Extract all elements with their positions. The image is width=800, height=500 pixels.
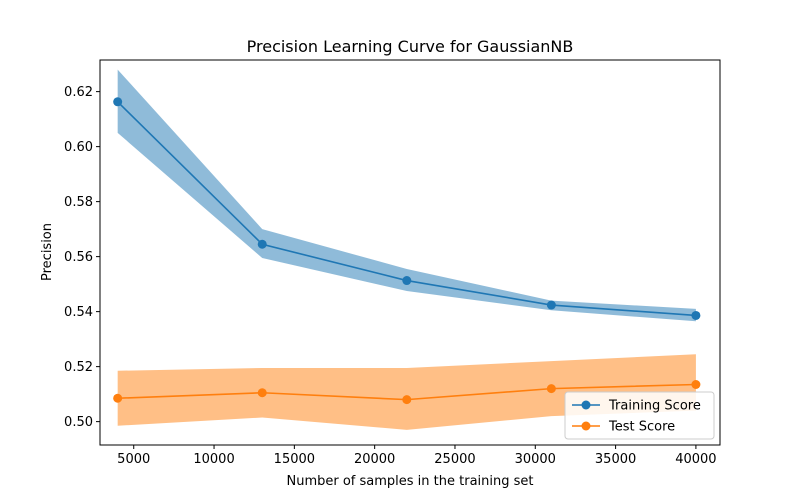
x-tick-label: 35000 — [595, 452, 636, 467]
x-tick-label: 15000 — [274, 452, 315, 467]
y-tick-label: 0.56 — [64, 250, 93, 265]
y-tick-label: 0.58 — [64, 195, 93, 210]
confidence-band-test — [117, 354, 696, 430]
x-tick-label: 10000 — [193, 452, 234, 467]
plot-frame — [99, 59, 721, 446]
confidence-band-training — [117, 69, 696, 322]
y-axis-label: Precision — [40, 223, 55, 281]
data-point-test — [113, 393, 123, 403]
data-point-test — [546, 384, 556, 394]
legend-marker-training — [581, 400, 591, 410]
chart-title: Precision Learning Curve for GaussianNB — [247, 37, 574, 56]
legend-label-training: Training Score — [608, 399, 701, 414]
y-tick-label: 0.54 — [64, 305, 93, 320]
legend-box — [564, 391, 715, 440]
x-tick-label: 25000 — [434, 452, 475, 467]
data-point-test — [691, 380, 701, 389]
data-point-test — [402, 395, 412, 405]
y-axis: 0.50 0.52 0.54 0.56 0.58 0.60 0.62 — [64, 85, 100, 430]
x-tick-label: 30000 — [515, 452, 556, 467]
legend-marker-test — [581, 421, 591, 431]
data-point-training — [546, 300, 556, 310]
y-tick-label: 0.52 — [64, 360, 93, 375]
data-point-training — [402, 276, 412, 286]
data-point-training — [257, 239, 267, 249]
legend-label-test: Test Score — [608, 420, 675, 435]
plot-area — [113, 69, 701, 430]
data-point-training — [113, 97, 123, 107]
x-tick-label: 5000 — [117, 452, 150, 467]
x-tick-label: 40000 — [675, 452, 716, 467]
y-tick-label: 0.50 — [64, 415, 93, 430]
legend: Training Score Test Score — [564, 391, 715, 440]
data-point-training — [691, 310, 701, 320]
x-axis: 5000 10000 15000 20000 25000 30000 35000 40000 — [117, 445, 717, 467]
x-tick-label: 20000 — [354, 452, 395, 467]
y-tick-label: 0.62 — [64, 85, 93, 100]
y-tick-label: 0.60 — [64, 140, 93, 155]
x-axis-label: Number of samples in the training set — [287, 474, 534, 489]
data-point-test — [257, 388, 267, 398]
